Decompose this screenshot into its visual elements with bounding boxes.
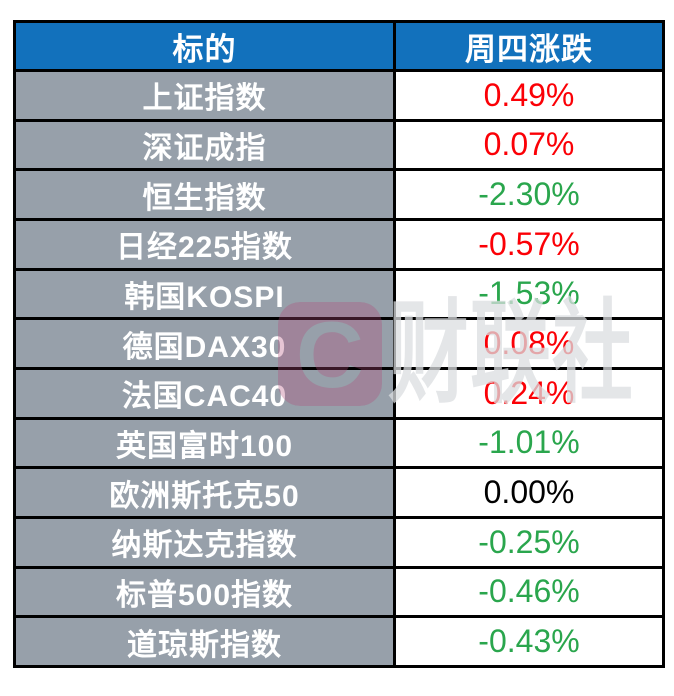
table-row: 日经225指数 -0.57% (13, 217, 665, 271)
table-row: 德国DAX30 0.08% (13, 317, 665, 370)
table-row: 道琼斯指数 -0.43% (13, 615, 665, 668)
index-name-cell: 法国CAC40 (13, 366, 396, 420)
index-name-cell: 日经225指数 (13, 217, 396, 271)
index-name-cell: 道琼斯指数 (13, 615, 396, 668)
table-row: 英国富时100 -1.01% (13, 416, 665, 470)
change-value-cell: -0.46% (393, 565, 665, 619)
change-value-cell: 0.24% (393, 366, 665, 420)
index-name-cell: 韩国KOSPI (13, 267, 396, 321)
index-name-cell: 纳斯达克指数 (13, 515, 396, 569)
change-value-cell: -1.53% (393, 267, 665, 321)
change-value-cell: 0.08% (393, 317, 665, 370)
market-indices-table: 标的 周四涨跌 上证指数 0.49% 深证成指 0.07% 恒生指数 -2.30% 日经22… (13, 20, 665, 668)
change-value-cell: -1.01% (393, 416, 665, 470)
change-value-cell: -2.30% (393, 168, 665, 221)
table-row: 深证成指 0.07% (13, 118, 665, 172)
change-value-cell: -0.43% (393, 615, 665, 668)
change-value-cell: -0.57% (393, 217, 665, 271)
table-row: 韩国KOSPI -1.53% (13, 267, 665, 321)
index-name-cell: 英国富时100 (13, 416, 396, 470)
change-value-cell: 0.49% (393, 69, 665, 122)
change-value-cell: 0.07% (393, 118, 665, 172)
table-row: 恒生指数 -2.30% (13, 168, 665, 221)
index-name-cell: 恒生指数 (13, 168, 396, 221)
index-name-cell: 上证指数 (13, 69, 396, 122)
header-cell-thursday-change: 周四涨跌 (393, 20, 665, 72)
table-row: 纳斯达克指数 -0.25% (13, 515, 665, 569)
change-value-cell: 0.00% (393, 466, 665, 519)
table-row: 上证指数 0.49% (13, 69, 665, 122)
table-row: 法国CAC40 0.24% (13, 366, 665, 420)
index-name-cell: 欧洲斯托克50 (13, 466, 396, 519)
change-value-cell: -0.25% (393, 515, 665, 569)
header-row: 标的 周四涨跌 (13, 20, 665, 72)
table-row: 欧洲斯托克50 0.00% (13, 466, 665, 519)
market-table-container: 标的 周四涨跌 上证指数 0.49% 深证成指 0.07% 恒生指数 -2.30% 日经22… (13, 20, 665, 668)
header-cell-target: 标的 (13, 20, 396, 72)
table-row: 标普500指数 -0.46% (13, 565, 665, 619)
index-name-cell: 深证成指 (13, 118, 396, 172)
index-name-cell: 标普500指数 (13, 565, 396, 619)
index-name-cell: 德国DAX30 (13, 317, 396, 370)
